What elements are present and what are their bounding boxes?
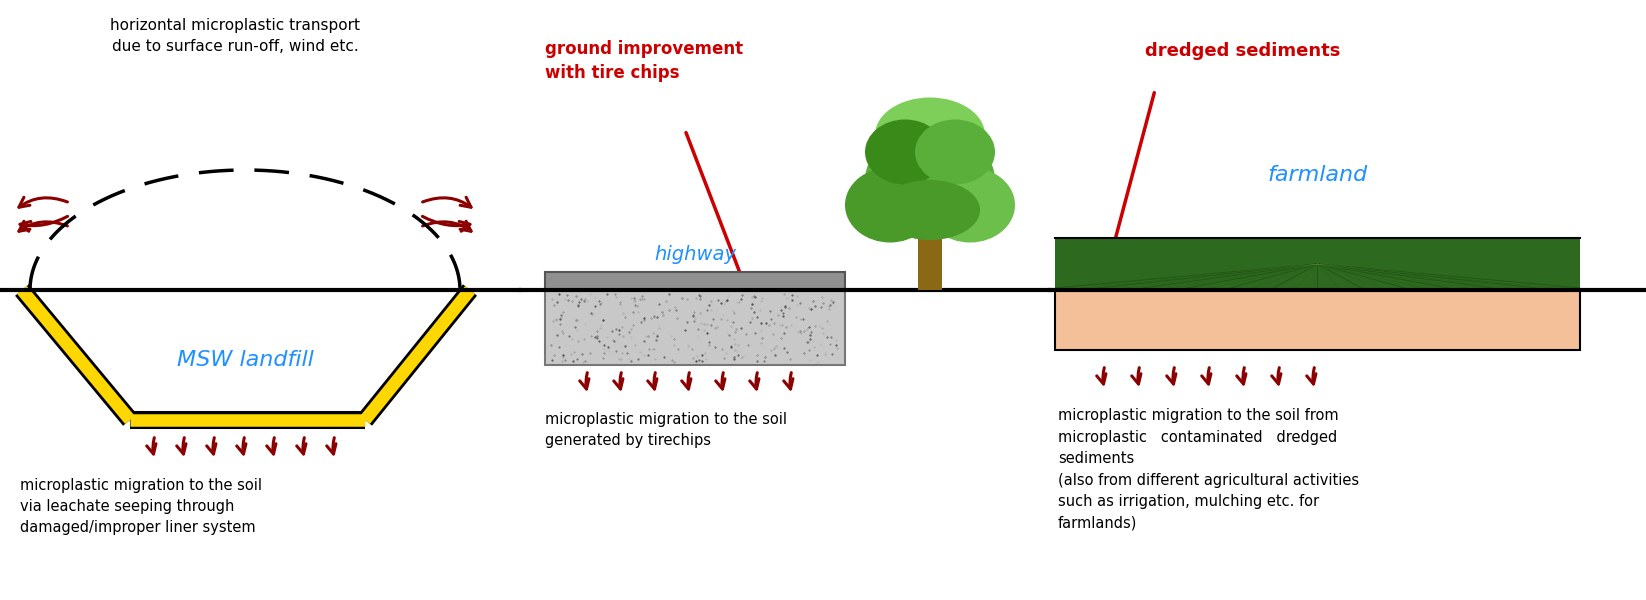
Bar bbox=[918, 235, 942, 290]
Text: MSW landfill: MSW landfill bbox=[176, 350, 313, 370]
Text: ground improvement
with tire chips: ground improvement with tire chips bbox=[545, 40, 742, 82]
Ellipse shape bbox=[866, 130, 994, 230]
Ellipse shape bbox=[881, 180, 979, 240]
Ellipse shape bbox=[844, 167, 935, 242]
Text: microplastic migration to the soil from
microplastic   contaminated   dredged
se: microplastic migration to the soil from … bbox=[1058, 408, 1360, 531]
Bar bbox=[1055, 238, 1580, 290]
Text: dredged sediments: dredged sediments bbox=[1146, 42, 1340, 60]
Ellipse shape bbox=[866, 119, 945, 185]
Text: microplastic migration to the soil
generated by tirechips: microplastic migration to the soil gener… bbox=[545, 412, 787, 448]
Text: highway: highway bbox=[653, 245, 736, 264]
Ellipse shape bbox=[915, 119, 994, 185]
Ellipse shape bbox=[876, 97, 984, 173]
Text: farmland: farmland bbox=[1267, 165, 1368, 185]
Polygon shape bbox=[21, 290, 471, 420]
Ellipse shape bbox=[925, 167, 1016, 242]
Text: horizontal microplastic transport
due to surface run-off, wind etc.: horizontal microplastic transport due to… bbox=[110, 18, 360, 54]
Bar bbox=[1055, 290, 1580, 350]
Bar bbox=[545, 290, 844, 365]
Text: microplastic migration to the soil
via leachate seeping through
damaged/improper: microplastic migration to the soil via l… bbox=[20, 478, 262, 535]
Bar bbox=[545, 272, 844, 290]
